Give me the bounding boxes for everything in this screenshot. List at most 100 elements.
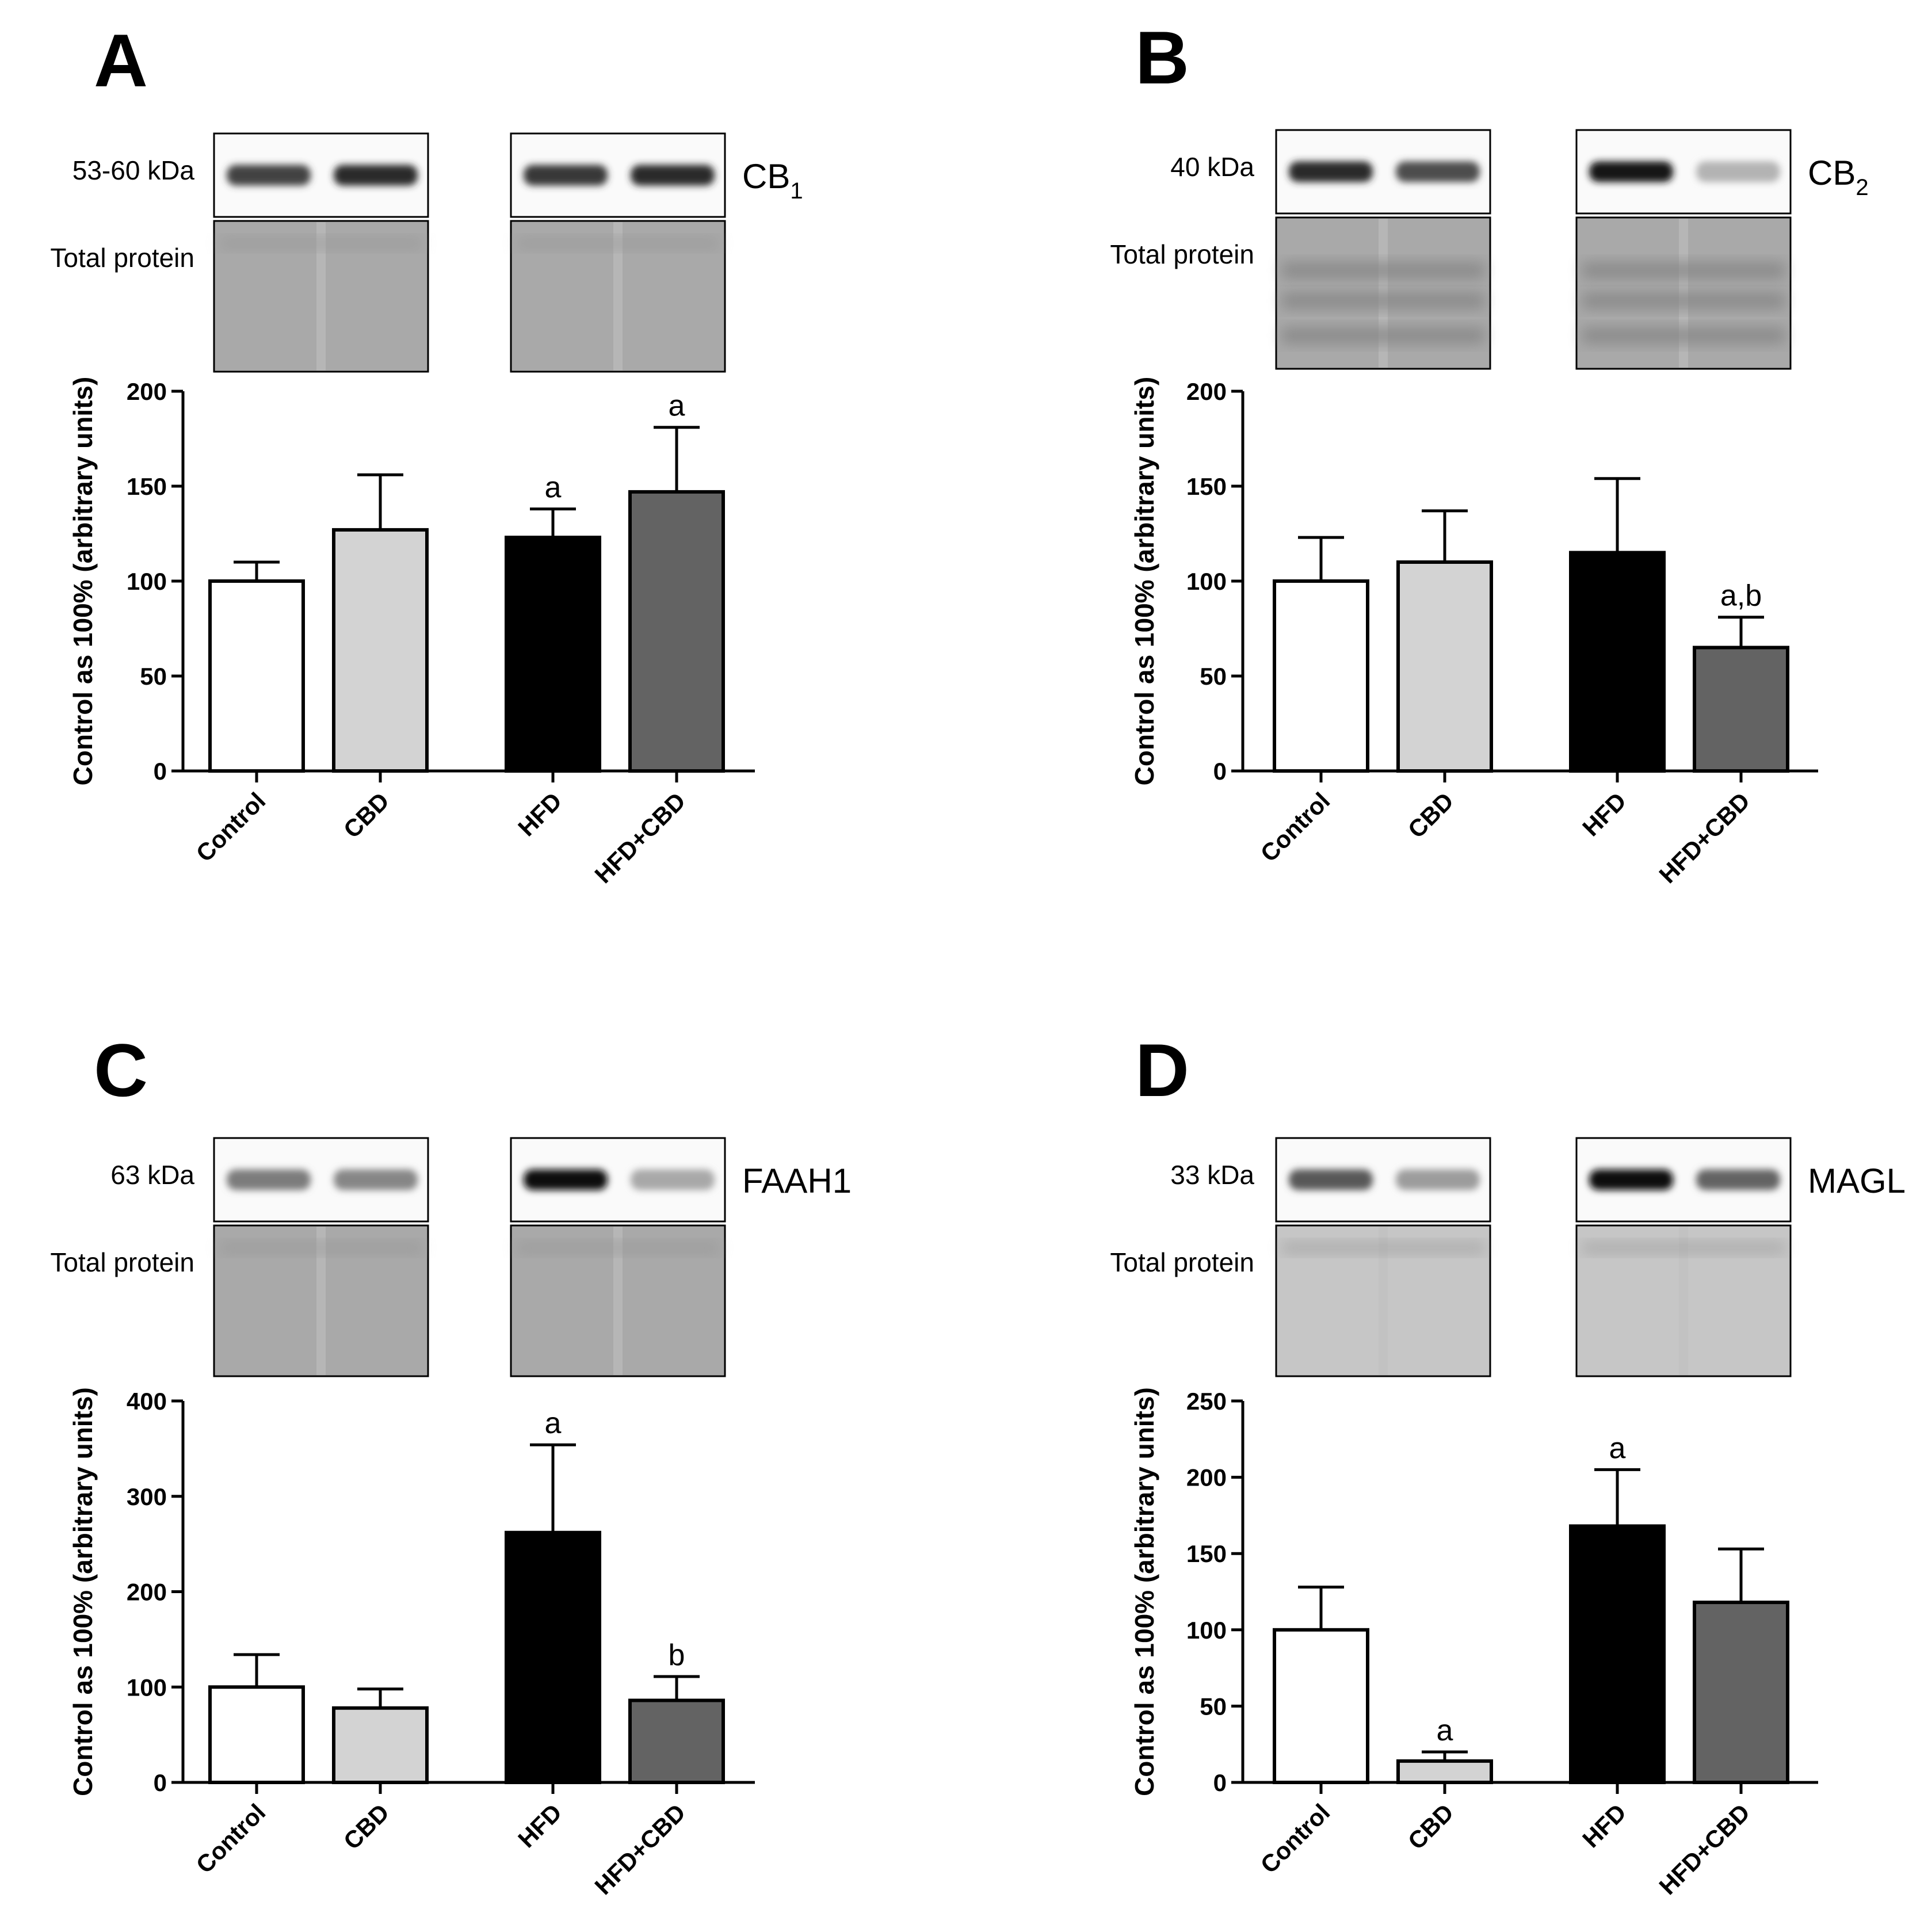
y-tick-label: 200 bbox=[127, 1579, 167, 1606]
significance-label: b bbox=[669, 1639, 685, 1672]
category-label: CBD bbox=[338, 787, 395, 843]
lane-gap bbox=[316, 222, 326, 371]
y-tick-label: 100 bbox=[1186, 568, 1227, 595]
y-tick-label: 100 bbox=[1186, 1617, 1227, 1644]
protein-name-main: MAGL bbox=[1808, 1162, 1906, 1200]
panel-letter: A bbox=[94, 18, 148, 102]
total-protein-right bbox=[1575, 216, 1792, 370]
lane-gap bbox=[316, 1227, 326, 1375]
category-label: HFD+CBD bbox=[1654, 1799, 1755, 1900]
category-label: HFD+CBD bbox=[1654, 787, 1755, 888]
y-tick-label: 100 bbox=[127, 568, 167, 595]
bar-control bbox=[208, 579, 305, 773]
molecular-weight-label: 53-60 kDa bbox=[72, 155, 195, 185]
category-label: CBD bbox=[338, 1799, 395, 1855]
significance-label: a bbox=[545, 1407, 562, 1440]
total-protein-band bbox=[1282, 1243, 1484, 1253]
bar-chart: 0 100 200 300 400 Control as 100% (arbitrary … bbox=[68, 1387, 755, 1900]
category-label: CBD bbox=[1403, 1799, 1459, 1855]
blot-right bbox=[1575, 129, 1792, 215]
total-protein-band bbox=[1582, 327, 1785, 344]
category-label: HFD bbox=[513, 787, 567, 841]
bar-hfd bbox=[505, 536, 601, 773]
protein-band bbox=[524, 1169, 608, 1190]
total-protein-label: Total protein bbox=[50, 243, 194, 273]
y-tick-label: 150 bbox=[1186, 1540, 1227, 1567]
total-protein-left bbox=[1275, 216, 1491, 370]
total-protein-band bbox=[1282, 292, 1484, 309]
blot-right bbox=[1575, 1137, 1792, 1223]
blot-left bbox=[213, 1137, 429, 1223]
protein-name-subscript: 2 bbox=[1856, 175, 1868, 200]
total-protein-right bbox=[1575, 1224, 1792, 1377]
y-tick-label: 50 bbox=[140, 663, 167, 690]
significance-label: a,b bbox=[1720, 579, 1762, 613]
total-protein-left bbox=[213, 1224, 429, 1377]
y-tick-label: 50 bbox=[1200, 663, 1227, 690]
protein-band bbox=[1589, 161, 1673, 182]
category-label: HFD bbox=[1577, 1799, 1631, 1853]
total-protein-band bbox=[220, 1243, 422, 1253]
blot-right bbox=[510, 132, 726, 218]
bar-control bbox=[1273, 579, 1369, 773]
category-label: HFD bbox=[513, 1799, 567, 1853]
significance-label: a bbox=[1437, 1714, 1453, 1747]
protein-name: CB2 bbox=[1808, 154, 1869, 200]
protein-band bbox=[524, 165, 608, 186]
protein-name: CB1 bbox=[742, 157, 803, 204]
y-axis-label: Control as 100% (arbitrary units) bbox=[68, 377, 98, 786]
significance-label: a bbox=[1609, 1431, 1626, 1465]
total-protein-band bbox=[1282, 327, 1484, 344]
protein-name: MAGL bbox=[1808, 1162, 1906, 1200]
protein-name: FAAH1 bbox=[742, 1162, 852, 1200]
category-label: HFD+CBD bbox=[589, 1799, 690, 1900]
total-protein-band bbox=[1582, 262, 1785, 279]
molecular-weight-label: 33 kDa bbox=[1170, 1160, 1254, 1190]
y-tick-label: 0 bbox=[154, 1769, 167, 1796]
category-label: Control bbox=[191, 1799, 271, 1878]
protein-band bbox=[334, 165, 418, 186]
bar-cbd bbox=[332, 1706, 429, 1785]
protein-band bbox=[227, 165, 311, 186]
y-tick-label: 150 bbox=[127, 473, 167, 500]
bar-cbd bbox=[1396, 1759, 1493, 1785]
protein-band bbox=[1589, 1169, 1673, 1190]
total-protein-left bbox=[213, 220, 429, 373]
protein-band bbox=[1696, 161, 1780, 182]
category-label: Control bbox=[191, 787, 271, 867]
category-label: CBD bbox=[1403, 787, 1459, 843]
blot-left bbox=[1275, 129, 1491, 215]
molecular-weight-label: 40 kDa bbox=[1170, 152, 1254, 182]
bar-chart: 0 50 100 150 200 Control as 100% (arbitrary u… bbox=[1129, 377, 1818, 888]
total-protein-band bbox=[1582, 1243, 1785, 1253]
total-protein-band bbox=[1282, 262, 1484, 279]
y-tick-label: 0 bbox=[154, 758, 167, 785]
bar-hfd bbox=[1569, 1524, 1666, 1785]
molecular-weight-label: 63 kDa bbox=[110, 1160, 194, 1190]
protein-name-main: CB bbox=[1808, 154, 1856, 192]
panel-c: C 63 kDa Total protein FAAH1 0 100 200 300 400 Co… bbox=[50, 1028, 852, 1900]
bar-hfd-cbd bbox=[628, 490, 725, 773]
total-protein-label: Total protein bbox=[50, 1247, 194, 1277]
total-protein-label: Total protein bbox=[1110, 1247, 1254, 1277]
total-protein-left bbox=[1275, 1224, 1491, 1377]
category-label: HFD bbox=[1577, 787, 1631, 841]
panel-letter: D bbox=[1135, 1028, 1189, 1112]
panel-b: B 40 kDa Total protein CB2 0 50 100 150 200 Contr… bbox=[1110, 16, 1868, 888]
protein-band bbox=[334, 1169, 418, 1190]
bar-cbd bbox=[332, 528, 429, 773]
bar-chart: 0 50 100 150 200 250 Control as 100% (arbitrar… bbox=[1129, 1387, 1818, 1900]
bar-hfd bbox=[505, 1530, 601, 1785]
protein-band bbox=[631, 1169, 715, 1190]
protein-band bbox=[1696, 1169, 1780, 1190]
protein-name-subscript: 1 bbox=[790, 178, 803, 204]
protein-band bbox=[1396, 1169, 1480, 1190]
lane-gap bbox=[1379, 1227, 1388, 1375]
lane-gap bbox=[613, 1227, 623, 1375]
blot-right bbox=[510, 1137, 726, 1223]
y-tick-label: 0 bbox=[1213, 758, 1227, 785]
category-label: Control bbox=[1255, 1799, 1335, 1878]
panel-a: A 53-60 kDa Total protein CB1 0 50 100 150 200 Co… bbox=[50, 18, 803, 888]
y-axis-label: Control as 100% (arbitrary units) bbox=[68, 1387, 98, 1796]
